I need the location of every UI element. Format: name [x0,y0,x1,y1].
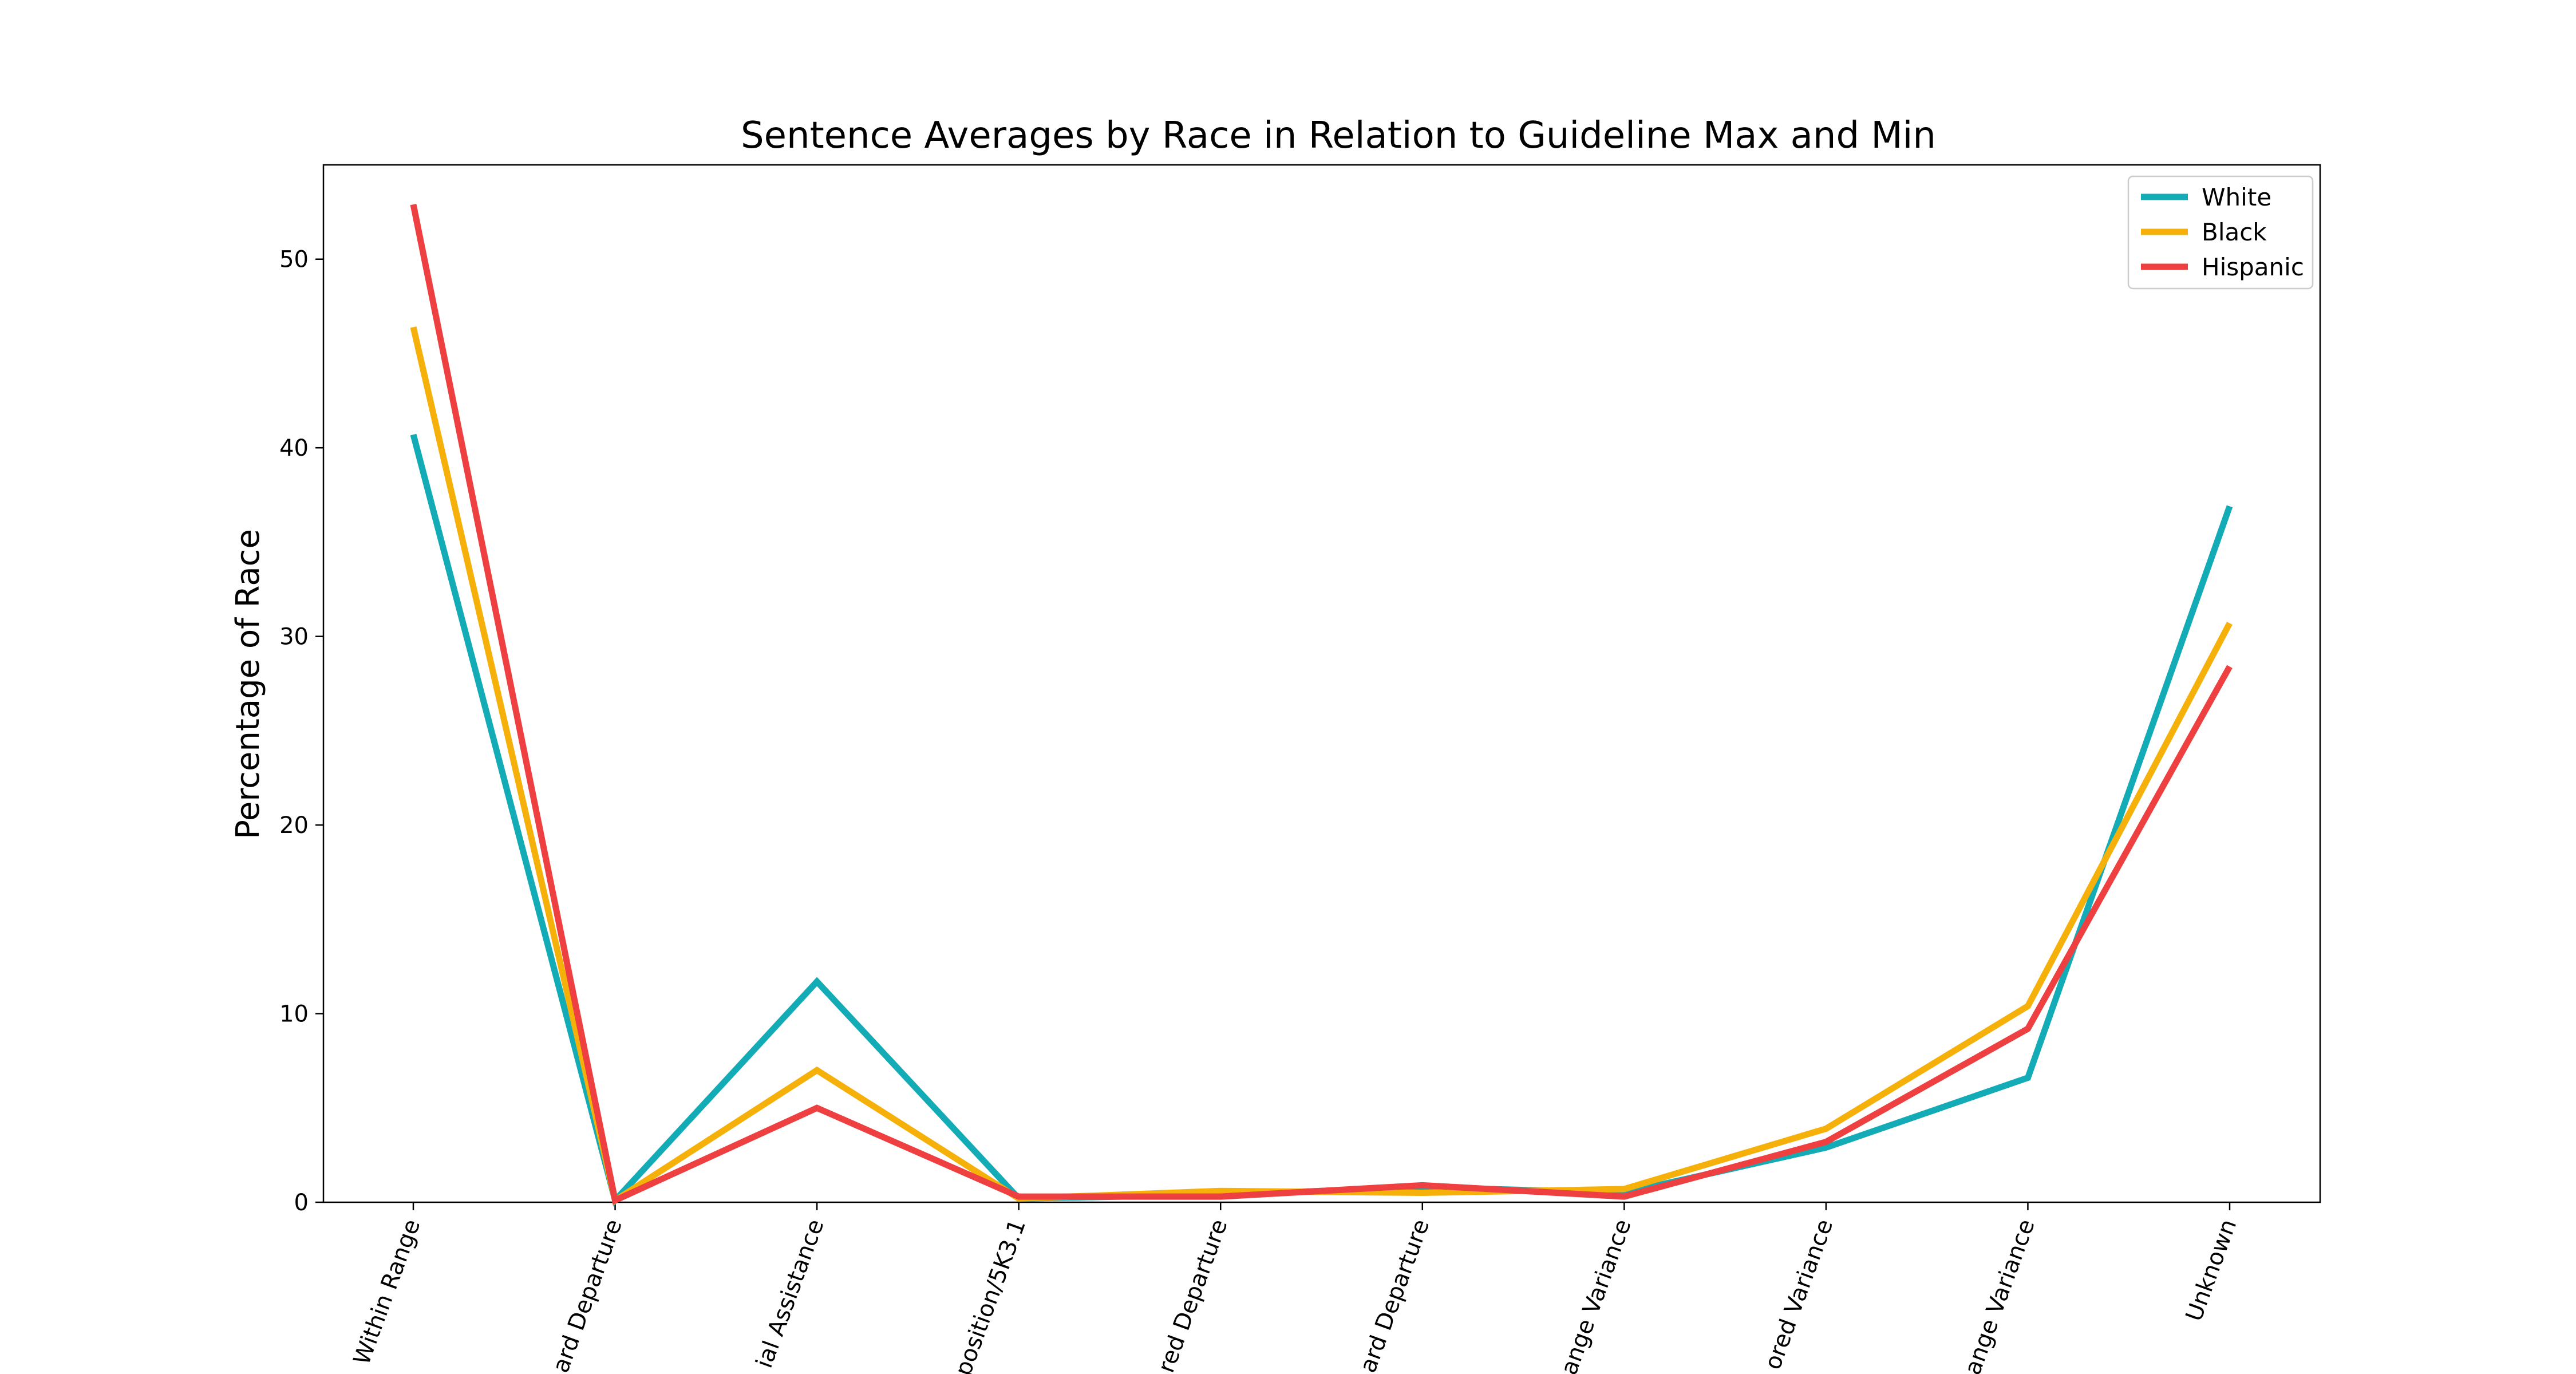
x-tick-label: position/5K3.1 [950,1216,1031,1374]
x-tick-label: ange Variance [1556,1216,1637,1374]
y-axis: 0 10 20 30 40 50 [279,247,323,1216]
x-tick-label: ard Departure [548,1216,627,1374]
axes-frame [322,164,2321,1203]
series-line-hispanic [410,204,2233,1205]
chart-title: Sentence Averages by Race in Relation to… [741,114,1936,157]
series-lines [410,204,2233,1207]
legend: White Black Hispanic [2127,175,2314,290]
plot-area: 0 10 20 30 40 50 Within Range ard Departure ial… [279,164,2321,1374]
x-tick-label: Unknown [2181,1216,2242,1325]
x-tick-label: red Departure [1153,1216,1232,1374]
y-tick-label: 30 [279,624,309,650]
x-tick-label: ial Assistance [751,1216,829,1372]
y-tick-label: 10 [279,1001,309,1028]
legend-box [2127,175,2314,290]
series-line-white [410,433,2233,1207]
y-axis-label: Percentage of Race [230,529,267,839]
x-tick-label: ard Departure [1355,1216,1435,1374]
x-tick-label: Within Range [349,1216,425,1368]
x-tick-label: ored Variance [1760,1216,1838,1373]
y-tick-label: 0 [294,1190,309,1216]
x-axis: Within Range ard Departure ial Assistance p… [349,1202,2242,1374]
legend-label: Black [2202,218,2267,246]
legend-label: White [2202,183,2271,211]
y-tick-label: 50 [279,247,309,273]
y-tick-label: 40 [279,435,309,461]
legend-label: Hispanic [2202,253,2304,281]
x-tick-label: ange Variance [1959,1216,2040,1374]
y-tick-label: 20 [279,812,309,839]
